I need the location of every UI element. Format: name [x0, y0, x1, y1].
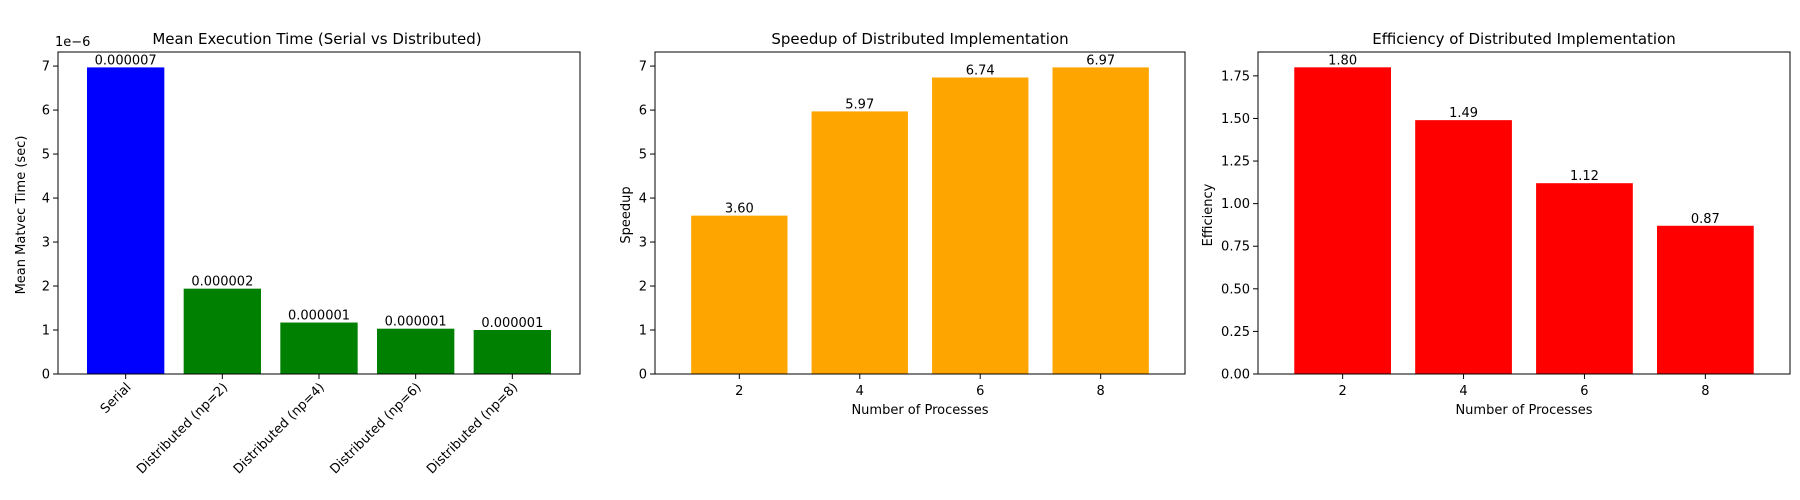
x-axis-label: Number of Processes — [1455, 403, 1592, 418]
y-tick-label: 3 — [42, 236, 50, 251]
x-tick-label: 6 — [976, 384, 984, 399]
data-label: 1.80 — [1328, 53, 1357, 68]
chart-title: Speedup of Distributed Implementation — [771, 30, 1068, 48]
data-label: 0.000001 — [288, 309, 350, 324]
plot-frame — [57, 51, 581, 375]
x-tick-label: 8 — [1097, 384, 1105, 399]
y-tick-label: 0.75 — [1221, 240, 1250, 255]
bar — [1052, 67, 1149, 375]
y-tick-label: 1.00 — [1221, 197, 1250, 212]
x-tick-label: 4 — [1459, 384, 1467, 399]
y-tick-label: 7 — [639, 60, 647, 75]
chart-title: Mean Execution Time (Serial vs Distribut… — [152, 30, 481, 48]
bar — [691, 215, 788, 374]
y-tick-label: 5 — [639, 148, 647, 163]
y-tick-label: 1 — [639, 324, 647, 339]
bar — [377, 328, 455, 374]
y-axis-label: Mean Matvec Time (sec) — [14, 136, 29, 295]
y-tick-label: 1 — [42, 324, 50, 339]
bar — [932, 77, 1029, 374]
y-tick-label: 6 — [42, 104, 50, 119]
y-tick-label: 0.25 — [1221, 325, 1250, 340]
x-tick-label: 4 — [856, 384, 864, 399]
efficiency-chart: Efficiency of Distributed Implementation… — [1201, 30, 1791, 418]
bar — [1294, 67, 1391, 374]
bar — [473, 330, 551, 374]
y-tick-label: 0.00 — [1221, 368, 1250, 383]
data-label: 5.97 — [845, 97, 874, 112]
chart-title: Efficiency of Distributed Implementation — [1372, 30, 1676, 48]
y-tick-label: 4 — [42, 192, 50, 207]
y-tick-label: 1.50 — [1221, 112, 1250, 127]
y-axis-label: Efficiency — [1201, 183, 1216, 246]
y-tick-label: 1.25 — [1221, 155, 1250, 170]
bar — [87, 67, 165, 375]
y-tick-label: 7 — [42, 60, 50, 75]
y-tick-label: 4 — [639, 192, 647, 207]
y-tick-label: 0 — [639, 368, 647, 383]
x-tick-label: 6 — [1580, 384, 1588, 399]
y-tick-label: 0.50 — [1221, 282, 1250, 297]
y-tick-label: 6 — [639, 104, 647, 119]
data-label: 3.60 — [725, 202, 754, 217]
data-label: 0.000007 — [95, 53, 157, 68]
data-label: 0.000001 — [481, 316, 543, 331]
data-label: 6.74 — [966, 64, 995, 79]
y-tick-label: 5 — [42, 148, 50, 163]
y-tick-label: 2 — [42, 280, 50, 295]
y-axis-label: Speedup — [619, 186, 634, 243]
y-tick-label: 0 — [42, 368, 50, 383]
bar — [183, 288, 261, 374]
bar — [280, 322, 358, 374]
bar — [1415, 120, 1512, 375]
bar — [1657, 225, 1754, 374]
data-label: 0.000002 — [191, 275, 253, 290]
axis-offset-text: 1e−6 — [55, 35, 90, 50]
data-label: 0.000001 — [385, 315, 447, 330]
speedup-chart: Speedup of Distributed Implementation Sp… — [619, 30, 1186, 418]
x-tick-label: 2 — [735, 384, 743, 399]
y-tick-label: 3 — [639, 236, 647, 251]
x-tick-label: 8 — [1701, 384, 1709, 399]
bar — [1536, 183, 1633, 374]
data-label: 6.97 — [1086, 53, 1115, 68]
bar — [811, 111, 908, 374]
y-tick-label: 1.75 — [1221, 69, 1250, 84]
x-axis-label: Number of Processes — [851, 403, 988, 418]
x-tick-label: 2 — [1338, 384, 1346, 399]
plot-frame — [654, 51, 1186, 375]
y-tick-label: 2 — [639, 280, 647, 295]
plot-frame — [1257, 51, 1791, 375]
data-label: 0.87 — [1691, 212, 1720, 227]
data-label: 1.49 — [1449, 106, 1478, 121]
data-label: 1.12 — [1570, 169, 1599, 184]
